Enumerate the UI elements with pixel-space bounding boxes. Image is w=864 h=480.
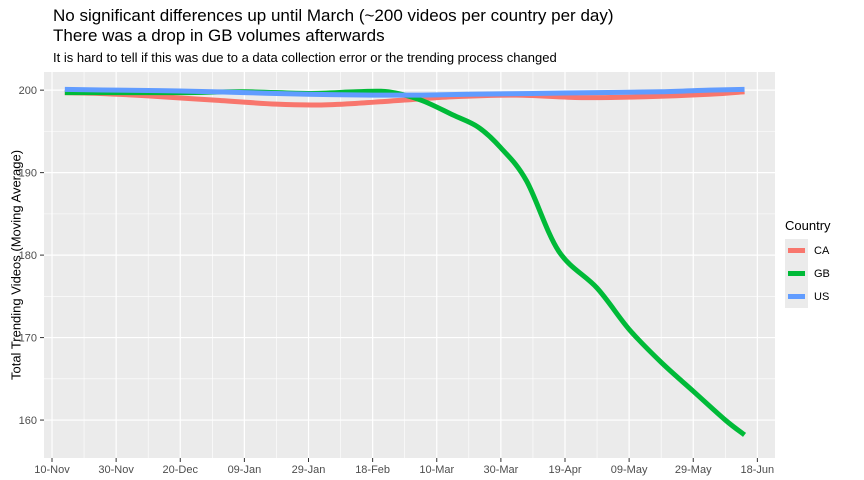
legend-label-ca: CA [814, 244, 830, 257]
chart-title-line-2: There was a drop in GB volumes afterward… [53, 26, 385, 45]
chart-title-line-1: No significant differences up until Marc… [53, 6, 614, 25]
y-axis-title-container: Total Trending Videos (Moving Average) [6, 72, 26, 458]
x-tick-label: 29-Jan [292, 464, 326, 476]
x-tick-label: 20-Dec [163, 464, 199, 476]
series-line-ca [64, 89, 745, 108]
chart-title: No significant differences up until Marc… [53, 6, 614, 46]
y-tick-label: 180 [19, 250, 37, 262]
legend-title: Country [785, 218, 831, 233]
x-tick-label: 09-May [611, 464, 648, 476]
legend-swatch-ca [788, 248, 805, 253]
legend: Country CA GB US [785, 218, 831, 308]
legend-key-ca [785, 239, 808, 262]
legend-label-us: US [814, 290, 830, 303]
legend-item-ca: CA [785, 239, 831, 262]
x-tick-label: 09-Jan [228, 464, 262, 476]
x-tick-label: 30-Mar [483, 464, 518, 476]
legend-item-us: US [785, 285, 831, 308]
legend-label-gb: GB [814, 267, 830, 280]
legend-key-gb [785, 262, 808, 285]
x-axis: 10-Nov 30-Nov 20-Dec 09-Jan 29-Jan 18-Feb 10-M… [34, 458, 774, 476]
x-tick-label: 18-Feb [355, 464, 390, 476]
y-tick-label: 160 [19, 415, 37, 427]
x-tick-label: 29-May [675, 464, 712, 476]
legend-key-us [785, 285, 808, 308]
x-tick-label: 10-Mar [419, 464, 454, 476]
y-tick-label: 200 [19, 85, 37, 97]
legend-swatch-us [788, 294, 805, 299]
series-lines [64, 86, 747, 437]
y-tick-label: 190 [19, 168, 37, 180]
y-axis-title: Total Trending Videos (Moving Average) [8, 149, 24, 381]
x-tick-label: 18-Jun [741, 464, 775, 476]
series-line-us [64, 86, 745, 98]
chart-subtitle: It is hard to tell if this was due to a … [53, 50, 557, 65]
x-tick-label: 19-Apr [548, 464, 581, 476]
x-tick-label: 30-Nov [98, 464, 134, 476]
y-tick-label: 170 [19, 333, 37, 345]
plot-panel [44, 72, 775, 458]
x-tick-label: 10-Nov [34, 464, 70, 476]
legend-swatch-gb [788, 271, 805, 276]
y-axis: 160 170 180 190 200 [19, 85, 44, 427]
legend-item-gb: GB [785, 262, 831, 285]
grid-lines [44, 72, 775, 458]
